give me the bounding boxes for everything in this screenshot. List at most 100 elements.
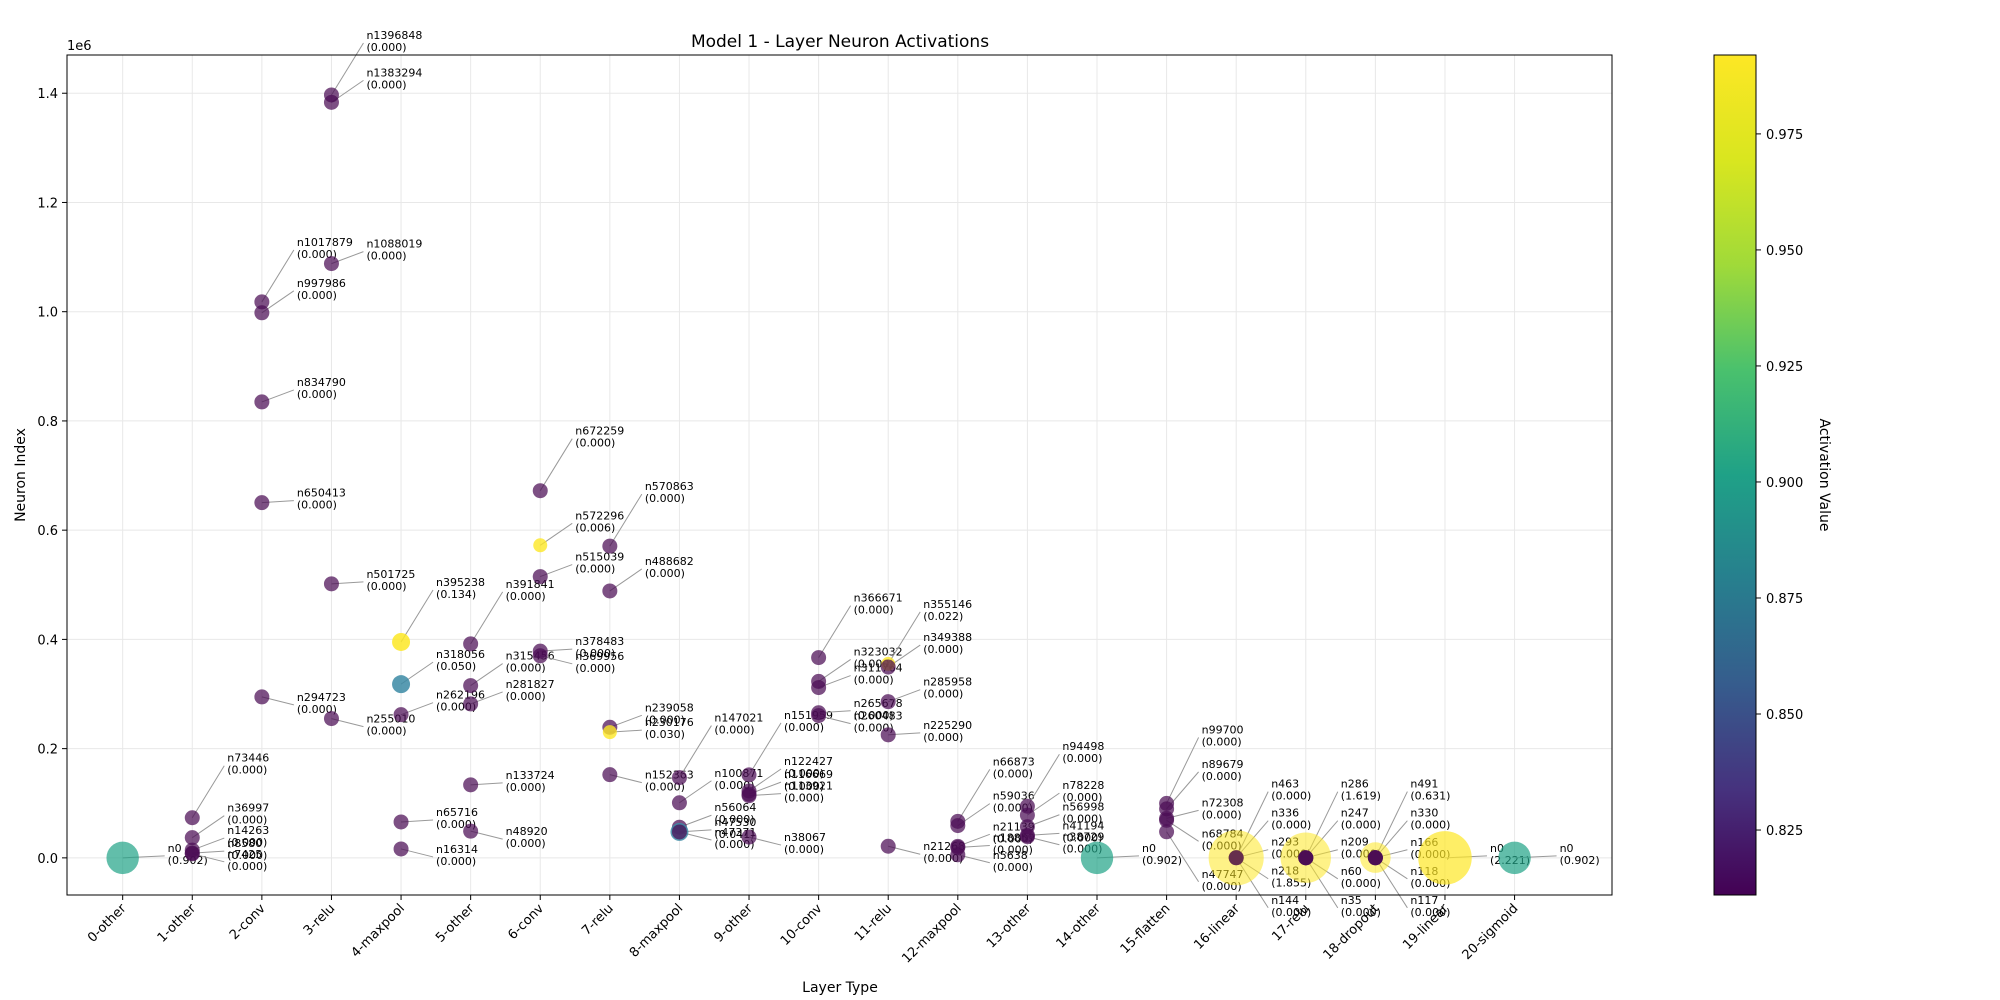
point-annotation: n366671 (0.000) bbox=[854, 592, 903, 617]
plot-area bbox=[67, 55, 1612, 895]
data-point bbox=[671, 795, 687, 811]
colorbar-tick-label: 0.850 bbox=[1766, 708, 1803, 723]
point-annotation: n491 (0.631) bbox=[1410, 778, 1450, 803]
data-point bbox=[254, 495, 270, 511]
annotation-leader bbox=[957, 769, 991, 822]
data-point bbox=[532, 648, 548, 664]
point-annotation: n113921 (0.000) bbox=[784, 780, 833, 805]
point-annotation: n355146 (0.022) bbox=[923, 598, 972, 623]
point-annotation: n378483 (0.000) bbox=[575, 635, 624, 660]
point-annotation: n117 (0.000) bbox=[1410, 894, 1450, 919]
point-annotation: n672259 (0.000) bbox=[575, 425, 624, 450]
y-tick-label: 0.6 bbox=[37, 524, 58, 539]
data-point bbox=[741, 767, 757, 783]
point-annotation: n72308 (0.000) bbox=[1202, 796, 1244, 821]
point-annotation: n122427 (0.000) bbox=[784, 755, 833, 780]
y-axis-label: Neuron Index bbox=[13, 428, 29, 522]
point-annotation: n650413 (0.000) bbox=[297, 487, 346, 512]
point-annotation: n570863 (0.000) bbox=[645, 480, 694, 505]
data-point bbox=[811, 680, 827, 696]
chart-title: Model 1 - Layer Neuron Activations bbox=[691, 32, 989, 52]
colorbar-tick-label: 0.825 bbox=[1766, 824, 1803, 839]
annotation-leader bbox=[609, 493, 643, 547]
data-point bbox=[463, 636, 479, 652]
data-point bbox=[1159, 812, 1175, 828]
data-point bbox=[880, 659, 896, 675]
annotations: n0 (0.902) n73446 (0.000) n36997 (0.000)n1426… bbox=[122, 29, 1600, 919]
annotation-leader bbox=[1026, 753, 1060, 807]
point-annotation: n14263 (0.000) bbox=[227, 824, 269, 849]
x-tick-label: 4-maxpool bbox=[348, 901, 407, 960]
data-point bbox=[602, 767, 618, 783]
x-tick-label: 11-relu bbox=[852, 901, 895, 944]
point-annotation: n78228 (0.000) bbox=[1062, 779, 1104, 804]
data-point bbox=[950, 847, 966, 863]
point-annotation: n48920 (0.000) bbox=[506, 825, 548, 850]
point-annotation: n1396848 (0.000) bbox=[366, 29, 422, 54]
point-annotation: n572296 (0.006) bbox=[575, 509, 624, 534]
data-point bbox=[254, 305, 270, 321]
point-annotation: n488682 (0.000) bbox=[645, 555, 694, 580]
point-annotation: n515039 (0.000) bbox=[575, 551, 624, 576]
colorbar-tick-label: 0.925 bbox=[1766, 360, 1803, 375]
plot-frame bbox=[66, 54, 1613, 896]
point-annotation: n144 (0.000) bbox=[1271, 894, 1311, 919]
colorbar-ticks: 0.825 0.850 0.875 0.900 0.925 0.950 0.975 bbox=[1756, 128, 1803, 839]
y-tick-label: 1.0 bbox=[37, 306, 58, 321]
data-point bbox=[1228, 850, 1244, 866]
x-tick-label: 20-sigmoid bbox=[1460, 901, 1522, 963]
y-axis-multiplier: 1e6 bbox=[67, 39, 92, 54]
data-point bbox=[184, 846, 200, 862]
point-annotation: n395238 (0.134) bbox=[436, 576, 485, 601]
data-point bbox=[323, 256, 339, 272]
x-tick-label: 8-maxpool bbox=[627, 901, 686, 960]
data-point bbox=[254, 294, 270, 310]
data-point bbox=[254, 394, 270, 410]
data-point bbox=[1019, 829, 1035, 845]
point-annotation: n463 (0.000) bbox=[1271, 778, 1311, 803]
y-tick-label: 0.4 bbox=[37, 633, 58, 648]
data-point bbox=[602, 583, 618, 599]
data-point bbox=[671, 824, 687, 840]
point-annotation: n66873 (0.000) bbox=[993, 755, 1035, 780]
annotation-leader bbox=[331, 42, 364, 96]
y-tick-label: 0.0 bbox=[37, 852, 58, 867]
colorbar-tick-label: 0.950 bbox=[1766, 244, 1803, 259]
x-tick-label: 3-relu bbox=[301, 901, 338, 938]
annotation-leader bbox=[1166, 737, 1200, 804]
y-tick-label: 0.2 bbox=[37, 743, 58, 758]
data-point bbox=[1298, 850, 1314, 866]
data-point bbox=[741, 788, 757, 804]
point-annotation: n36997 (0.000) bbox=[227, 802, 269, 827]
annotation-leader bbox=[261, 249, 295, 303]
data-point bbox=[254, 689, 270, 705]
data-point bbox=[392, 675, 411, 694]
x-tick-label: 2-conv bbox=[227, 901, 269, 943]
point-annotation: n0 (0.902) bbox=[1142, 842, 1182, 867]
annotation-leader bbox=[679, 725, 712, 778]
x-tick-label: 6-conv bbox=[505, 901, 547, 943]
point-annotation: n997986 (0.000) bbox=[297, 277, 346, 302]
x-tick-label: 10-conv bbox=[778, 901, 826, 949]
data-point bbox=[602, 538, 618, 554]
point-annotation: n281827 (0.000) bbox=[506, 678, 555, 703]
point-annotation: n41194 (0.000) bbox=[1062, 819, 1104, 844]
annotation-leader bbox=[400, 589, 434, 643]
data-point bbox=[1159, 824, 1175, 840]
annotation-leader bbox=[818, 605, 852, 658]
data-point bbox=[950, 818, 966, 834]
point-annotation: n225290 (0.000) bbox=[923, 719, 972, 744]
point-annotation: n834790 (0.000) bbox=[297, 376, 346, 401]
data-point bbox=[880, 694, 896, 710]
point-annotation: n16314 (0.000) bbox=[436, 843, 478, 868]
colorbar-tick-label: 0.875 bbox=[1766, 592, 1803, 607]
data-point bbox=[880, 727, 896, 743]
x-tick-label: 14-other bbox=[1054, 901, 1105, 952]
point-annotation: n286 (1.619) bbox=[1341, 778, 1381, 803]
data-points bbox=[106, 87, 1531, 886]
data-point bbox=[811, 708, 827, 724]
x-tick-label: 0-other bbox=[85, 901, 130, 946]
point-annotation: n89679 (0.000) bbox=[1202, 758, 1244, 783]
data-point bbox=[532, 483, 548, 499]
